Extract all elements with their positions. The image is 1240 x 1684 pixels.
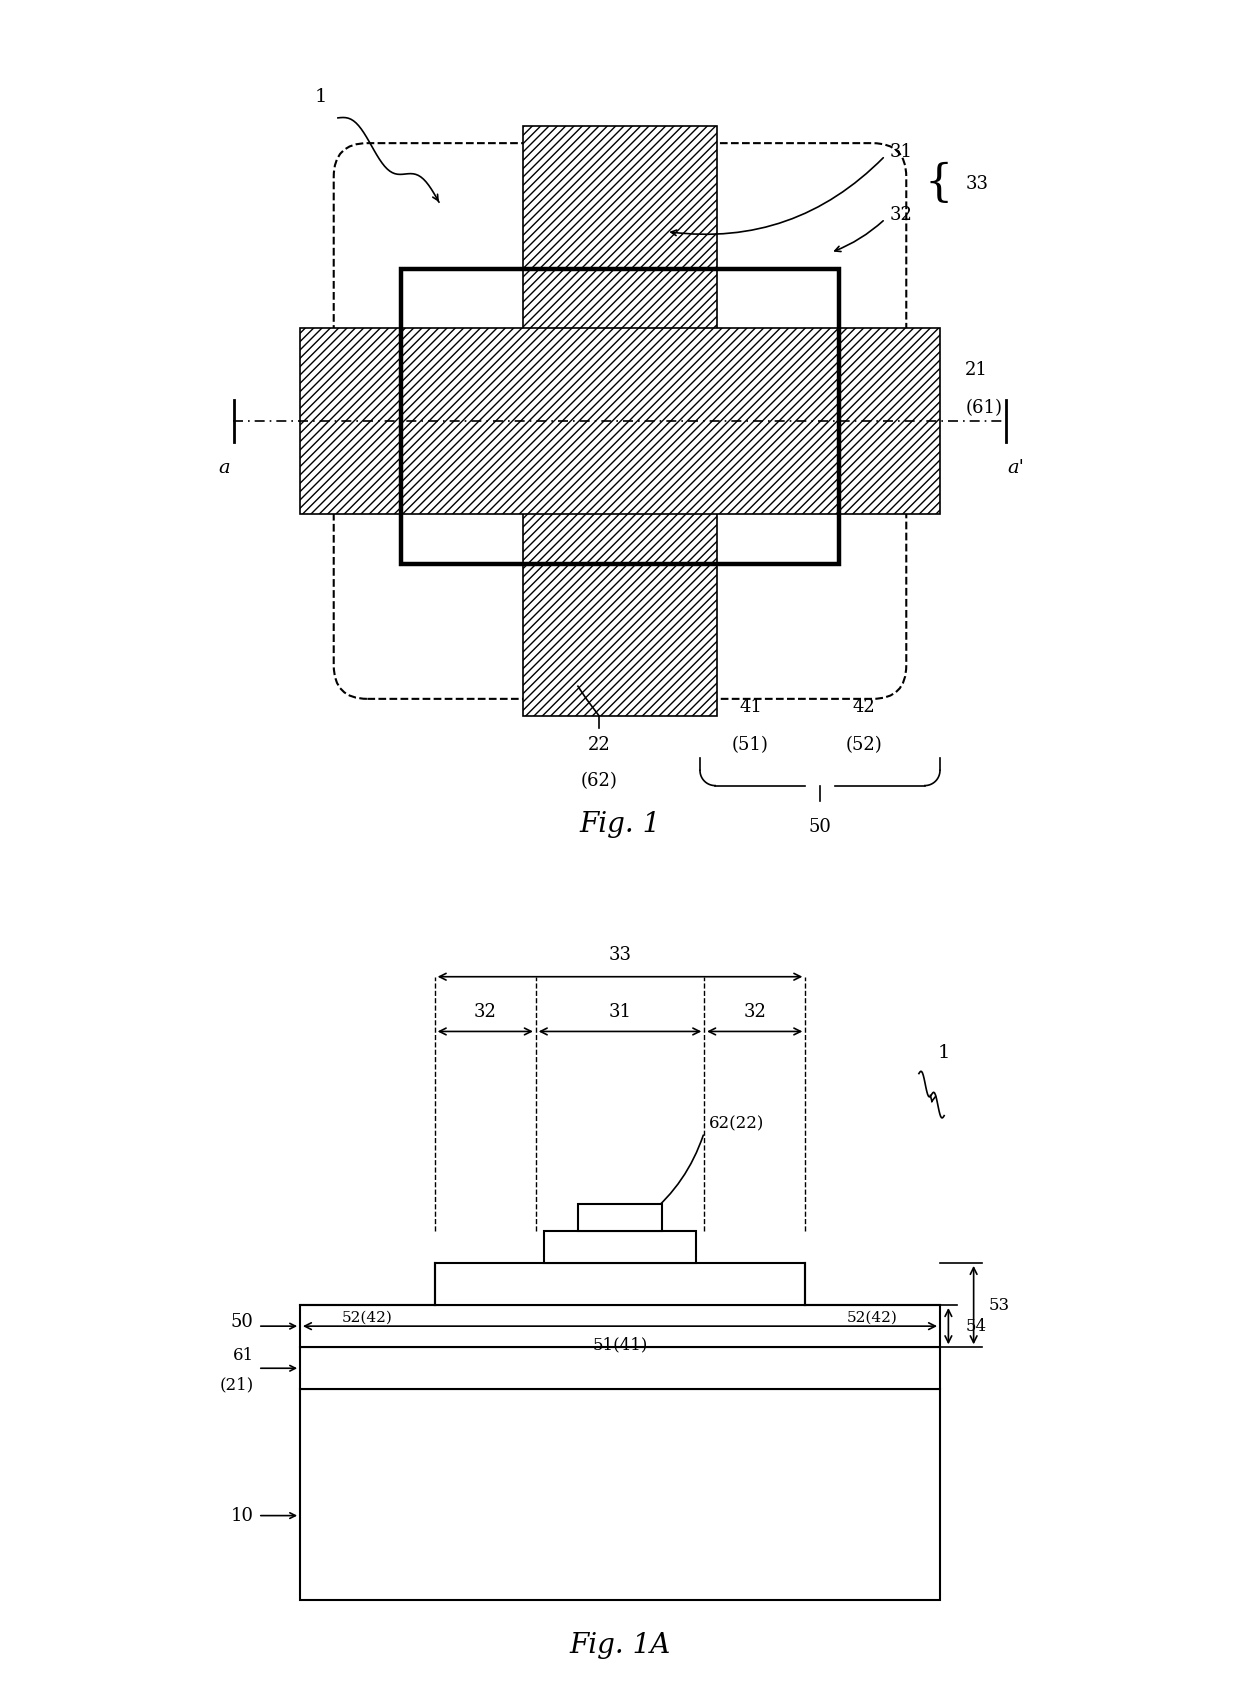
Text: 51(41): 51(41): [593, 1337, 647, 1354]
Text: 21: 21: [965, 362, 988, 379]
Text: 54: 54: [965, 1317, 986, 1335]
Text: 33: 33: [965, 175, 988, 192]
Text: Fig. 1: Fig. 1: [579, 810, 661, 837]
Text: (62): (62): [580, 773, 618, 790]
Text: 31: 31: [609, 1004, 631, 1021]
Text: 32: 32: [743, 1004, 766, 1021]
Text: 1: 1: [937, 1044, 950, 1061]
Text: 32: 32: [474, 1004, 497, 1021]
Text: 62(22): 62(22): [708, 1115, 764, 1133]
Text: 31: 31: [889, 143, 913, 160]
Text: 53: 53: [988, 1297, 1009, 1314]
Text: (52): (52): [846, 736, 883, 754]
Text: (51): (51): [732, 736, 769, 754]
Text: 50: 50: [231, 1314, 254, 1330]
Text: 32: 32: [889, 205, 913, 224]
Bar: [401, 269, 839, 564]
Text: {: {: [924, 162, 952, 205]
Text: (61): (61): [965, 399, 1002, 418]
Text: 52(42): 52(42): [342, 1310, 393, 1325]
Bar: [300, 1305, 940, 1347]
Bar: [300, 1389, 940, 1600]
Text: (21): (21): [219, 1376, 254, 1394]
Text: a: a: [218, 458, 231, 477]
Text: Fig. 1A: Fig. 1A: [569, 1632, 671, 1659]
Text: 52(42): 52(42): [847, 1310, 898, 1325]
Text: 42: 42: [853, 699, 875, 716]
Bar: [544, 1231, 696, 1263]
Bar: [435, 1263, 805, 1305]
Bar: [578, 1204, 662, 1231]
Text: 22: 22: [588, 736, 610, 754]
Text: 10: 10: [231, 1507, 254, 1524]
Text: 33: 33: [609, 946, 631, 963]
Text: a': a': [1007, 458, 1024, 477]
Text: 41: 41: [739, 699, 761, 716]
Bar: [300, 1347, 940, 1389]
Text: 61: 61: [233, 1347, 254, 1364]
Bar: [523, 126, 717, 716]
Text: 50: 50: [808, 817, 831, 835]
Bar: [300, 328, 940, 514]
Text: 1: 1: [315, 88, 327, 106]
